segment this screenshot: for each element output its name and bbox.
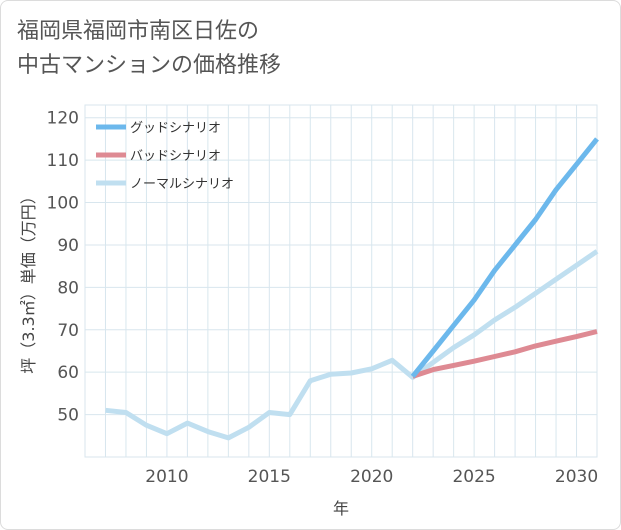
- series-lines: [105, 137, 599, 441]
- y-tick-label: 100: [47, 194, 79, 214]
- legend-label-2: ノーマルシナリオ: [130, 177, 234, 192]
- x-tick-label: 2025: [452, 467, 495, 487]
- series-line-1: [411, 329, 598, 379]
- y-tick-label: 110: [47, 151, 79, 171]
- y-tick-label: 80: [57, 278, 79, 298]
- chart-title-line-1: 福岡県福岡市南区日佐の: [17, 19, 260, 44]
- series-line-0: [410, 137, 599, 378]
- y-tick-label: 50: [57, 406, 79, 426]
- legend-label-0: グッドシナリオ: [130, 121, 221, 136]
- y-tick-label: 70: [57, 321, 79, 341]
- x-tick-label: 2020: [350, 467, 393, 487]
- tick-labels: 50 60 70 80 90 100 110 120 2010 2015 2020 2025 2030: [47, 109, 599, 487]
- chart-title: 福岡県福岡市南区日佐の 中古マンションの価格推移: [17, 15, 281, 83]
- legend-label-1: バッドシナリオ: [130, 149, 221, 164]
- x-tick-label: 2030: [555, 467, 598, 487]
- y-tick-label: 120: [47, 109, 79, 129]
- y-tick-label: 90: [57, 236, 79, 256]
- x-tick-label: 2010: [145, 467, 188, 487]
- grid-lines: [84, 104, 598, 458]
- chart-title-line-2: 中古マンションの価格推移: [17, 53, 282, 78]
- y-axis-title: 坪（3.3㎡）単価（万円）: [19, 188, 38, 373]
- x-tick-label: 2015: [248, 467, 291, 487]
- x-axis-title: 年: [333, 499, 349, 518]
- series-line-2: [105, 249, 599, 441]
- y-tick-label: 60: [57, 363, 79, 383]
